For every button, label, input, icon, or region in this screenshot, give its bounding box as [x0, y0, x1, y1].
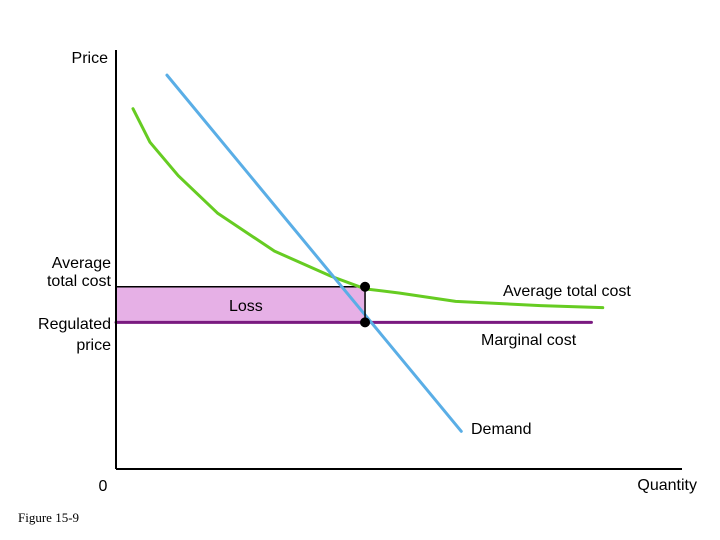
y-label-regulated-price-line1: Regulated — [38, 316, 111, 333]
loss-area-rect — [116, 286, 366, 323]
legend-average-total-cost: Average total cost — [503, 283, 631, 300]
series-line-demand — [165, 73, 463, 433]
axes-group — [115, 50, 682, 470]
regulated-price-point — [360, 317, 371, 328]
series-lines-group — [114, 73, 605, 433]
series-line-average-total-cost — [131, 107, 605, 310]
y-label-regulated-price-line2: price — [76, 337, 111, 354]
figure-caption: Figure 15-9 — [18, 510, 79, 525]
legend-marginal-cost: Marginal cost — [481, 332, 577, 349]
y-label-average-total-cost-line1: Average — [52, 255, 111, 272]
y-axis-label: Price — [72, 50, 109, 67]
y-label-average-total-cost-line2: total cost — [47, 273, 112, 290]
legend-demand: Demand — [471, 421, 531, 438]
origin-label: 0 — [99, 478, 108, 495]
loss-area-group — [116, 285, 366, 323]
average-total-cost-point — [360, 281, 371, 292]
loss-label: Loss — [229, 298, 263, 315]
markers-group — [360, 281, 371, 328]
x-axis-label: Quantity — [637, 477, 697, 494]
